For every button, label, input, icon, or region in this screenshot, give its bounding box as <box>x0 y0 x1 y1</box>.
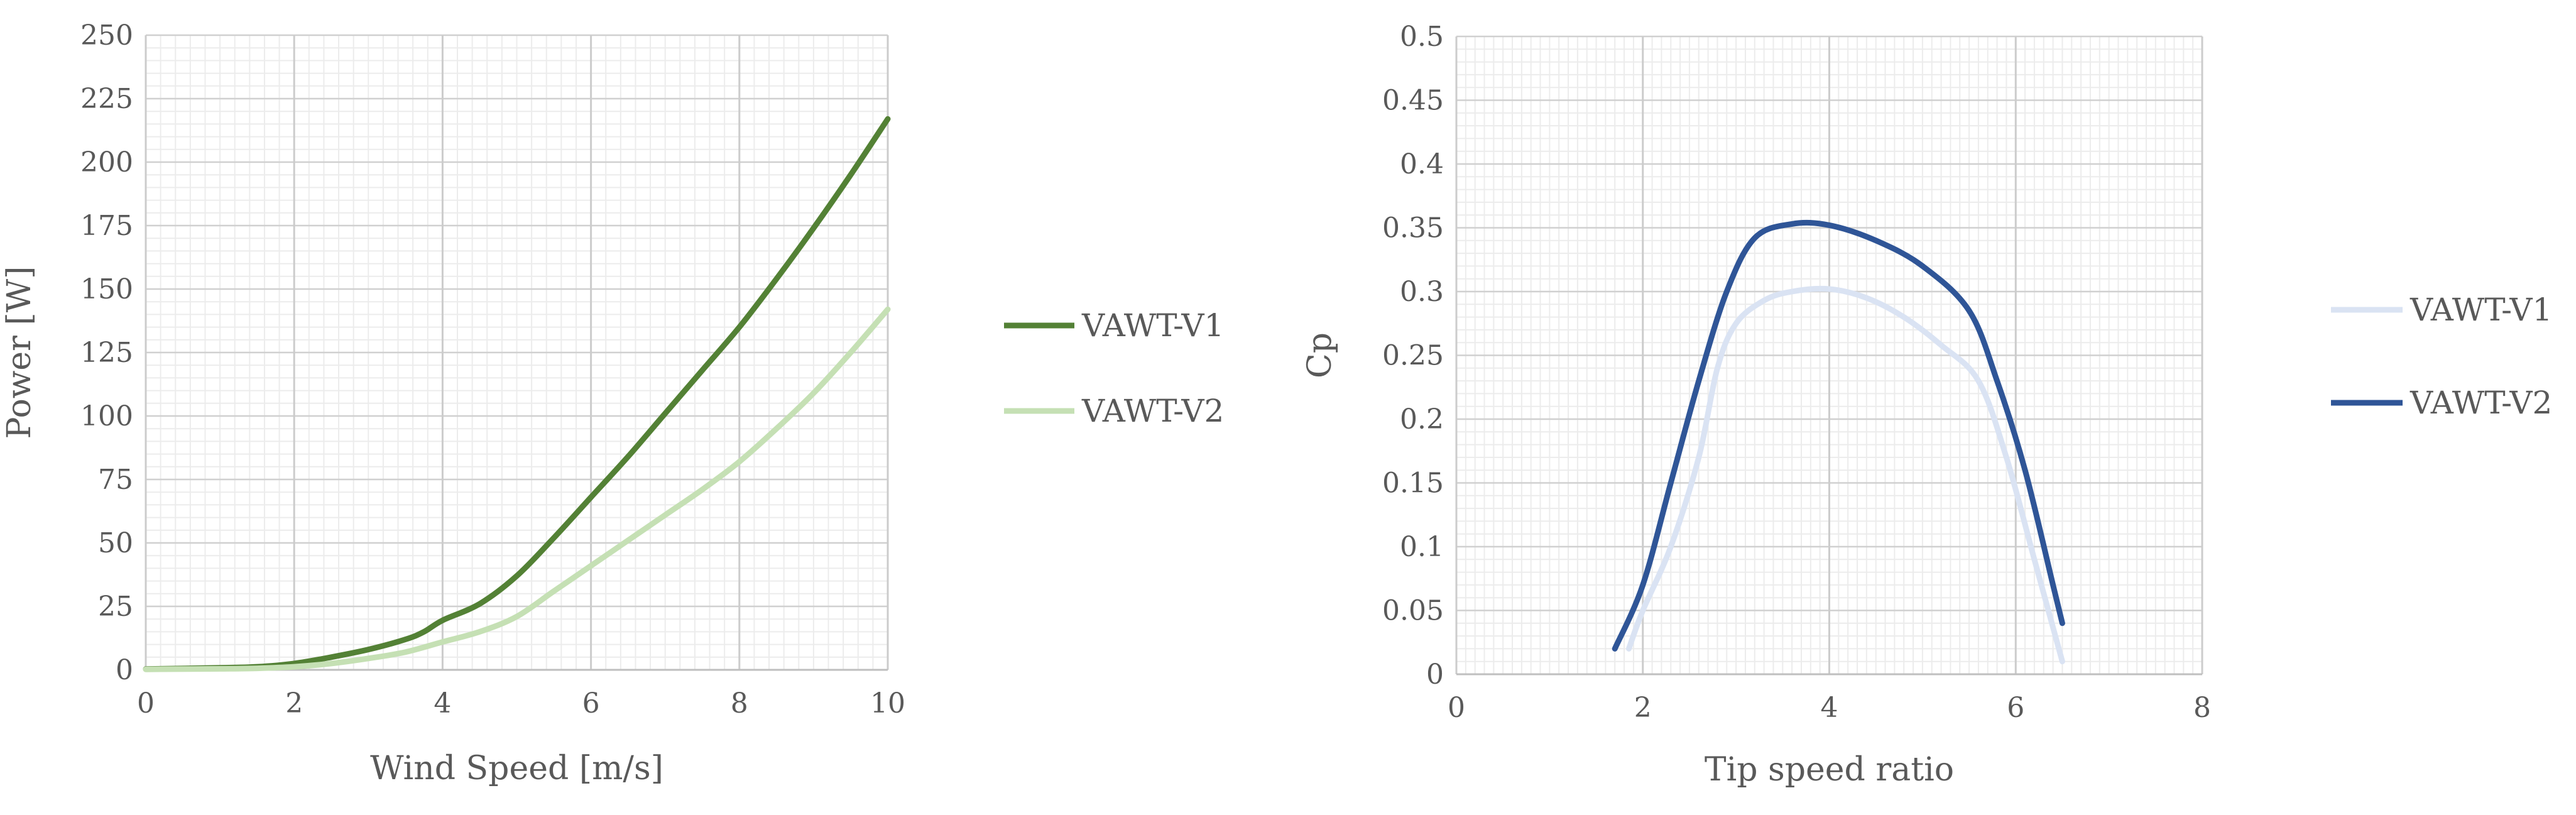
legend-label-vawt-v1: VAWT-V1 <box>2410 292 2552 328</box>
x-tick-label: 0 <box>137 687 155 719</box>
y-tick-label: 0 <box>116 654 133 686</box>
y-tick-label: 225 <box>80 83 133 115</box>
legend-label-vawt-v2: VAWT-V2 <box>2410 385 2552 421</box>
series-line-vawt-v2 <box>1612 219 2065 652</box>
gridlines <box>1455 35 2203 676</box>
tick-labels: 0 25 50 75 100 125 150 175 200 225 250 0 2 4 6 8 10 <box>80 19 905 719</box>
series-lines <box>1612 219 2065 665</box>
legend: VAWT-V1 VAWT-V2 <box>1004 307 1224 429</box>
y-axis-title: Cp <box>1301 332 1339 378</box>
y-tick-label: 0.25 <box>1382 340 1444 372</box>
cp-chart: 0 0.05 0.1 0.15 0.2 0.25 0.3 0.35 0.4 0.45 0.5 0 2 4 6… <box>1301 21 2552 789</box>
x-tick-label: 4 <box>1821 692 1838 724</box>
y-tick-label: 75 <box>98 464 133 496</box>
y-tick-label: 125 <box>80 337 133 369</box>
y-tick-label: 0.35 <box>1382 212 1444 244</box>
y-tick-label: 100 <box>80 400 133 432</box>
legend-label-vawt-v2: VAWT-V2 <box>1081 393 1224 429</box>
x-tick-label: 2 <box>285 687 303 719</box>
series-lines <box>143 116 891 672</box>
y-tick-label: 0.2 <box>1400 403 1444 435</box>
x-axis-title: Wind Speed [m/s] <box>370 750 663 787</box>
legend: VAWT-V1 VAWT-V2 <box>2331 292 2552 421</box>
x-tick-label: 0 <box>1448 692 1465 724</box>
x-tick-label: 6 <box>2007 692 2024 724</box>
x-tick-label: 6 <box>582 687 600 719</box>
y-tick-label: 0.15 <box>1382 468 1444 500</box>
series-line-vawt-v1 <box>1625 285 2065 665</box>
y-tick-label: 0 <box>1426 659 1444 691</box>
x-axis-title: Tip speed ratio <box>1705 751 1954 789</box>
power-chart: 0 25 50 75 100 125 150 175 200 225 250 0 2 4 6 8 10 Wind … <box>1 19 1224 787</box>
y-tick-label: 250 <box>80 19 133 52</box>
y-axis-title: Power [W] <box>1 266 38 439</box>
y-tick-label: 0.5 <box>1400 21 1444 53</box>
y-tick-label: 150 <box>80 273 133 305</box>
series-line-vawt-v1 <box>143 116 891 672</box>
x-tick-label: 8 <box>731 687 748 719</box>
y-tick-label: 50 <box>98 527 133 559</box>
y-tick-label: 0.1 <box>1400 531 1444 563</box>
y-tick-label: 175 <box>80 210 133 242</box>
y-tick-label: 0.4 <box>1400 148 1444 180</box>
y-tick-label: 0.45 <box>1382 85 1444 117</box>
x-tick-label: 8 <box>2193 692 2211 724</box>
y-tick-label: 0.3 <box>1400 276 1444 308</box>
x-tick-label: 2 <box>1634 692 1652 724</box>
x-tick-label: 10 <box>870 687 905 719</box>
y-tick-label: 25 <box>98 591 133 623</box>
series-line-vawt-v2 <box>143 306 891 672</box>
y-tick-label: 200 <box>80 146 133 178</box>
legend-label-vawt-v1: VAWT-V1 <box>1081 307 1224 344</box>
y-tick-label: 0.05 <box>1382 595 1444 627</box>
tick-labels: 0 0.05 0.1 0.15 0.2 0.25 0.3 0.35 0.4 0.45 0.5 0 2 4 6… <box>1382 21 2211 724</box>
x-tick-label: 4 <box>434 687 451 719</box>
